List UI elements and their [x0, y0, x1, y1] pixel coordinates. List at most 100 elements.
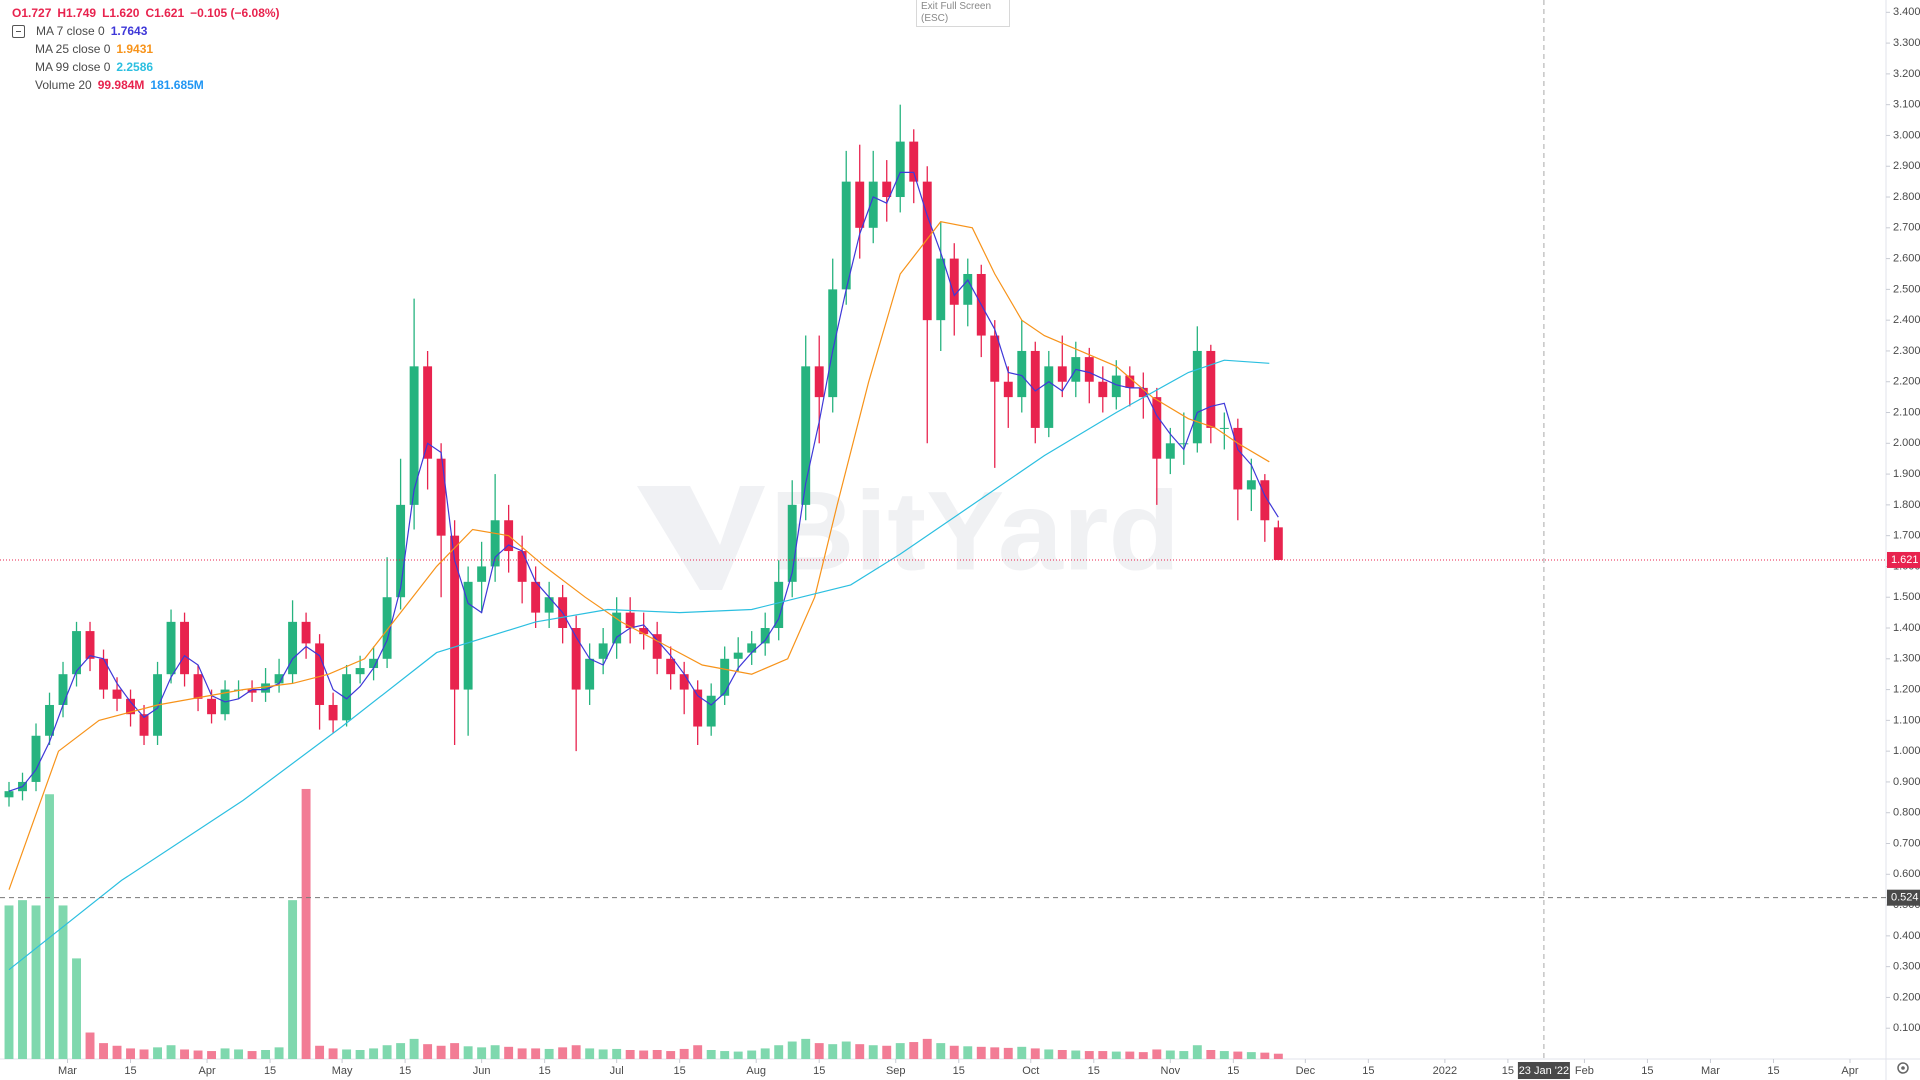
- y-tick-label: 0.200: [1893, 991, 1920, 1003]
- x-tick-label: Jun: [473, 1065, 491, 1077]
- volume-bar: [409, 1038, 419, 1059]
- y-tick-label: 1.400: [1893, 622, 1920, 634]
- candle-body: [895, 141, 905, 198]
- volume-bar: [207, 1051, 217, 1059]
- x-tick-label: Apr: [1841, 1065, 1858, 1077]
- volume-bar: [652, 1049, 662, 1059]
- candle-body: [787, 504, 797, 582]
- volume-bar: [760, 1048, 770, 1059]
- y-tick-label: 3.400: [1893, 6, 1920, 18]
- volume-bar: [463, 1046, 473, 1059]
- candle-body: [463, 581, 473, 690]
- y-tick-label: 1.200: [1893, 683, 1920, 695]
- volume-bar: [558, 1047, 568, 1059]
- ohlc-value: C1.621: [145, 6, 185, 20]
- volume-bar: [315, 1045, 325, 1059]
- crosshair-price-label: 0.524: [1891, 892, 1919, 904]
- x-tick-label: 15: [399, 1065, 411, 1077]
- ohlc-row: O1.727 H1.749 L1.620 C1.621 −0.105 (−6.08%): [12, 4, 280, 22]
- legend-value: 1.9431: [116, 42, 154, 56]
- volume-bar: [166, 1045, 176, 1059]
- volume-bar: [436, 1045, 446, 1059]
- x-tick-label: Aug: [746, 1065, 766, 1077]
- y-tick-label: 3.000: [1893, 129, 1920, 141]
- y-tick-label: 0.900: [1893, 776, 1920, 788]
- volume-bar: [1030, 1048, 1040, 1059]
- y-tick-label: 0.600: [1893, 868, 1920, 880]
- y-tick-label: 2.400: [1893, 314, 1920, 326]
- volume-bar: [855, 1044, 865, 1059]
- volume-bar: [1111, 1051, 1121, 1059]
- y-tick-label: 1.800: [1893, 499, 1920, 511]
- volume-bar: [139, 1049, 149, 1059]
- volume-bar: [679, 1048, 689, 1059]
- x-tick-label: 15: [674, 1065, 686, 1077]
- volume-bar: [1057, 1049, 1067, 1059]
- legend: O1.727 H1.749 L1.620 C1.621 −0.105 (−6.08%) …: [12, 4, 280, 94]
- candle-body: [747, 643, 757, 653]
- volume-bar: [544, 1048, 554, 1059]
- candle-body: [585, 658, 595, 690]
- candle-body: [922, 181, 932, 321]
- candle-body: [112, 689, 122, 699]
- legend-label: Volume 20: [35, 78, 92, 92]
- legend-row: Volume 20 99.984M 181.685M: [12, 76, 280, 94]
- volume-bar: [220, 1048, 230, 1059]
- volume-bar: [1125, 1051, 1135, 1059]
- volume-bar: [1003, 1047, 1013, 1059]
- candle-body: [612, 612, 622, 644]
- settings-icon[interactable]: [1897, 1062, 1909, 1074]
- candle-body: [301, 621, 311, 644]
- ohlc-value: −0.105 (−6.08%): [190, 6, 280, 20]
- volume-bar: [571, 1045, 581, 1059]
- candle-body: [882, 181, 892, 198]
- settings-button[interactable]: [1897, 1062, 1909, 1074]
- legend-label: MA 7 close 0: [36, 24, 105, 38]
- volume-bar: [1273, 1053, 1283, 1059]
- volume-bar: [180, 1049, 190, 1059]
- collapse-button[interactable]: [12, 24, 25, 38]
- candle-body: [544, 597, 554, 613]
- candle-body: [180, 621, 190, 675]
- legend-label: MA 25 close 0: [35, 42, 111, 56]
- candle-body: [936, 258, 946, 321]
- candle-body: [355, 668, 365, 675]
- legend-row: MA 99 close 0 2.2586: [12, 58, 280, 76]
- candle-body: [45, 704, 54, 736]
- volume-bar: [1219, 1051, 1229, 1059]
- candle-body: [639, 628, 649, 635]
- candle-body: [99, 658, 108, 690]
- y-tick-label: 0.100: [1893, 1022, 1920, 1034]
- volume-bar: [990, 1047, 1000, 1059]
- volume-bar: [747, 1050, 757, 1059]
- volume-bar: [1260, 1052, 1270, 1059]
- y-tick-label: 0.400: [1893, 930, 1920, 942]
- candle-body: [774, 581, 784, 629]
- volume-bar: [882, 1045, 892, 1059]
- y-tick-label: 1.900: [1893, 468, 1920, 480]
- x-tick-label: 15: [813, 1065, 825, 1077]
- y-tick-label: 1.500: [1893, 591, 1920, 603]
- volume-bar: [1071, 1050, 1081, 1059]
- candle-body: [409, 366, 419, 505]
- volume-bar: [733, 1051, 743, 1059]
- volume-bar: [787, 1041, 797, 1059]
- x-tick-label: 2022: [1433, 1065, 1457, 1077]
- candle-body: [1003, 381, 1013, 398]
- volume-bar: [909, 1042, 919, 1059]
- candle-body: [342, 674, 352, 721]
- ohlc-value: O1.727: [12, 6, 52, 20]
- candle-body: [693, 689, 703, 727]
- settings-icon-center[interactable]: [1901, 1066, 1905, 1070]
- volume-bars: [4, 788, 1283, 1059]
- candle-body: [72, 631, 81, 675]
- candle-body: [828, 289, 838, 398]
- candle-body: [868, 181, 878, 228]
- y-tick-label: 2.700: [1893, 222, 1920, 234]
- candle-body: [1165, 443, 1175, 459]
- y-tick-label: 3.300: [1893, 37, 1920, 49]
- ma-line: [8, 359, 1270, 971]
- candle-body: [1098, 381, 1108, 398]
